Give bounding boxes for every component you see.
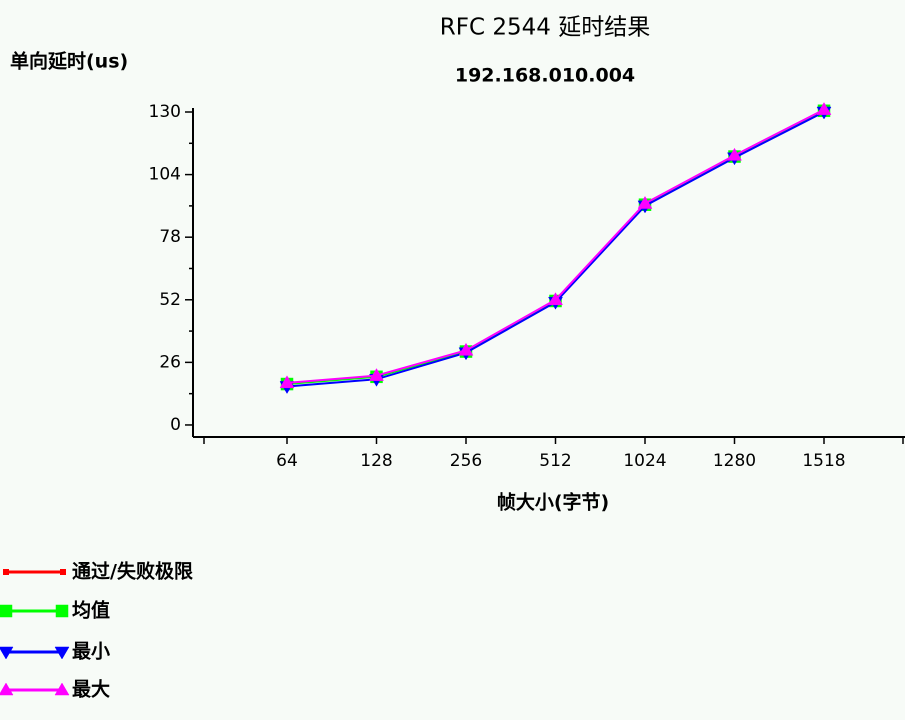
x-tick-label: 64 — [276, 451, 298, 471]
x-axis-label: 帧大小(字节) — [497, 491, 609, 514]
legend-label: 均值 — [72, 599, 110, 622]
y-axis-label: 单向延时(us) — [10, 50, 128, 73]
data-point — [637, 195, 653, 209]
y-tick-label: 78 — [159, 227, 181, 247]
y-tick-label: 104 — [149, 165, 181, 185]
legend-swatch — [60, 569, 66, 575]
x-tick-label: 1280 — [713, 451, 756, 471]
chart-subtitle: 192.168.010.004 — [455, 65, 635, 87]
data-point — [548, 292, 563, 306]
x-tick-label: 256 — [450, 451, 482, 471]
legend-marker — [54, 646, 70, 660]
legend-marker — [0, 604, 13, 618]
series-line — [286, 111, 825, 388]
y-tick-label: 0 — [170, 415, 181, 435]
x-tick-label: 512 — [539, 451, 571, 471]
legend-marker — [0, 682, 14, 696]
series-line — [286, 108, 825, 384]
data-point — [279, 375, 295, 389]
legend-label: 最小 — [72, 641, 110, 663]
x-tick-label: 1024 — [623, 451, 666, 471]
y-tick-label: 52 — [159, 290, 181, 310]
legend-marker — [0, 646, 14, 660]
legend-label: 通过/失败极限 — [72, 560, 193, 583]
y-tick-label: 26 — [159, 352, 181, 372]
x-tick-label: 1518 — [802, 451, 845, 471]
legend-marker — [55, 604, 69, 618]
x-tick-label: 128 — [360, 451, 392, 471]
data-point — [458, 342, 474, 356]
legend-marker — [54, 682, 70, 696]
data-point — [369, 368, 384, 381]
y-tick-label: 130 — [149, 102, 181, 122]
legend-label: 最大 — [72, 678, 110, 701]
data-point — [727, 147, 742, 161]
chart-title: RFC 2544 延时结果 — [440, 15, 650, 41]
legend-swatch — [3, 569, 9, 575]
data-point — [816, 102, 832, 115]
